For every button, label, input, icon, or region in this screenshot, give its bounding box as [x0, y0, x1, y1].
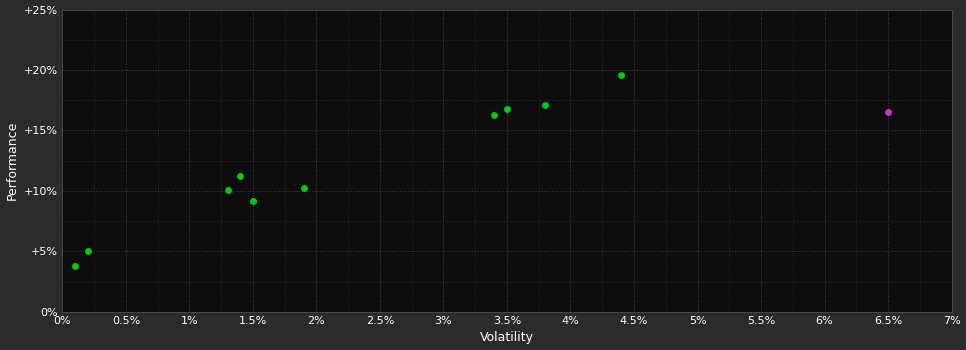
Point — [537, 102, 553, 108]
X-axis label: Volatility: Volatility — [480, 331, 534, 344]
Point — [296, 186, 311, 191]
Point — [245, 198, 261, 203]
Point — [880, 110, 895, 115]
Point — [80, 248, 96, 254]
Point — [220, 187, 236, 192]
Point — [487, 112, 502, 118]
Y-axis label: Performance: Performance — [6, 121, 18, 200]
Point — [613, 72, 629, 78]
Point — [233, 174, 248, 179]
Point — [68, 263, 83, 268]
Point — [499, 106, 515, 111]
